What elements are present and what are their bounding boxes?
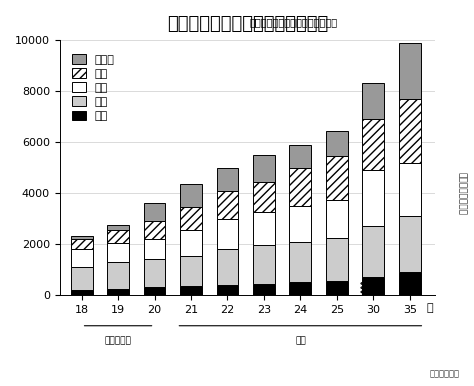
Bar <box>217 249 238 285</box>
Bar <box>399 163 421 216</box>
Text: （見込み）: （見込み） <box>105 336 131 345</box>
Bar <box>362 83 384 119</box>
Bar <box>362 170 384 226</box>
Text: 日刊工業新聞: 日刊工業新聞 <box>430 369 460 378</box>
Bar <box>290 242 311 283</box>
Text: 予測: 予測 <box>295 336 306 345</box>
Bar <box>71 239 92 249</box>
Bar <box>290 168 311 206</box>
Bar <box>71 290 92 295</box>
Bar <box>399 43 421 99</box>
Bar <box>217 218 238 249</box>
Bar <box>107 225 129 230</box>
Bar <box>399 216 421 272</box>
Bar <box>144 288 165 295</box>
Bar <box>326 200 348 238</box>
Bar <box>144 203 165 221</box>
Legend: その他, 中国, 欧州, 北米, 日本: その他, 中国, 欧州, 北米, 日本 <box>69 51 118 125</box>
Bar <box>71 249 92 267</box>
Bar <box>107 243 129 262</box>
Bar <box>326 238 348 281</box>
Bar <box>217 168 238 191</box>
Bar <box>326 130 348 156</box>
Bar <box>107 289 129 295</box>
Bar <box>180 286 202 295</box>
Bar <box>253 212 275 245</box>
Bar <box>180 207 202 230</box>
Bar <box>399 272 421 295</box>
Bar <box>253 245 275 284</box>
Bar <box>71 267 92 290</box>
Bar <box>253 182 275 212</box>
Bar <box>290 283 311 295</box>
Text: 年: 年 <box>426 303 433 313</box>
Bar <box>144 221 165 239</box>
Bar <box>180 184 202 207</box>
Bar <box>217 191 238 218</box>
Bar <box>144 259 165 288</box>
Bar <box>290 206 311 242</box>
Bar <box>399 99 421 163</box>
Bar <box>290 145 311 168</box>
Text: （乗用車、商用車、単位：万台）: （乗用車、商用車、単位：万台） <box>250 17 338 27</box>
Bar <box>362 226 384 277</box>
Text: （富士経済調べ）: （富士経済調べ） <box>458 171 466 215</box>
Bar <box>180 230 202 256</box>
Bar <box>326 281 348 295</box>
Bar <box>217 285 238 295</box>
Bar <box>107 230 129 243</box>
Bar <box>362 277 384 295</box>
Bar <box>107 262 129 289</box>
Title: コネクテッドカーの新車販売台数: コネクテッドカーの新車販売台数 <box>167 15 328 33</box>
Bar <box>326 156 348 200</box>
Bar <box>71 237 92 239</box>
Bar <box>144 239 165 259</box>
Bar <box>180 256 202 286</box>
Bar <box>253 284 275 295</box>
Bar <box>253 155 275 182</box>
Bar <box>362 119 384 170</box>
